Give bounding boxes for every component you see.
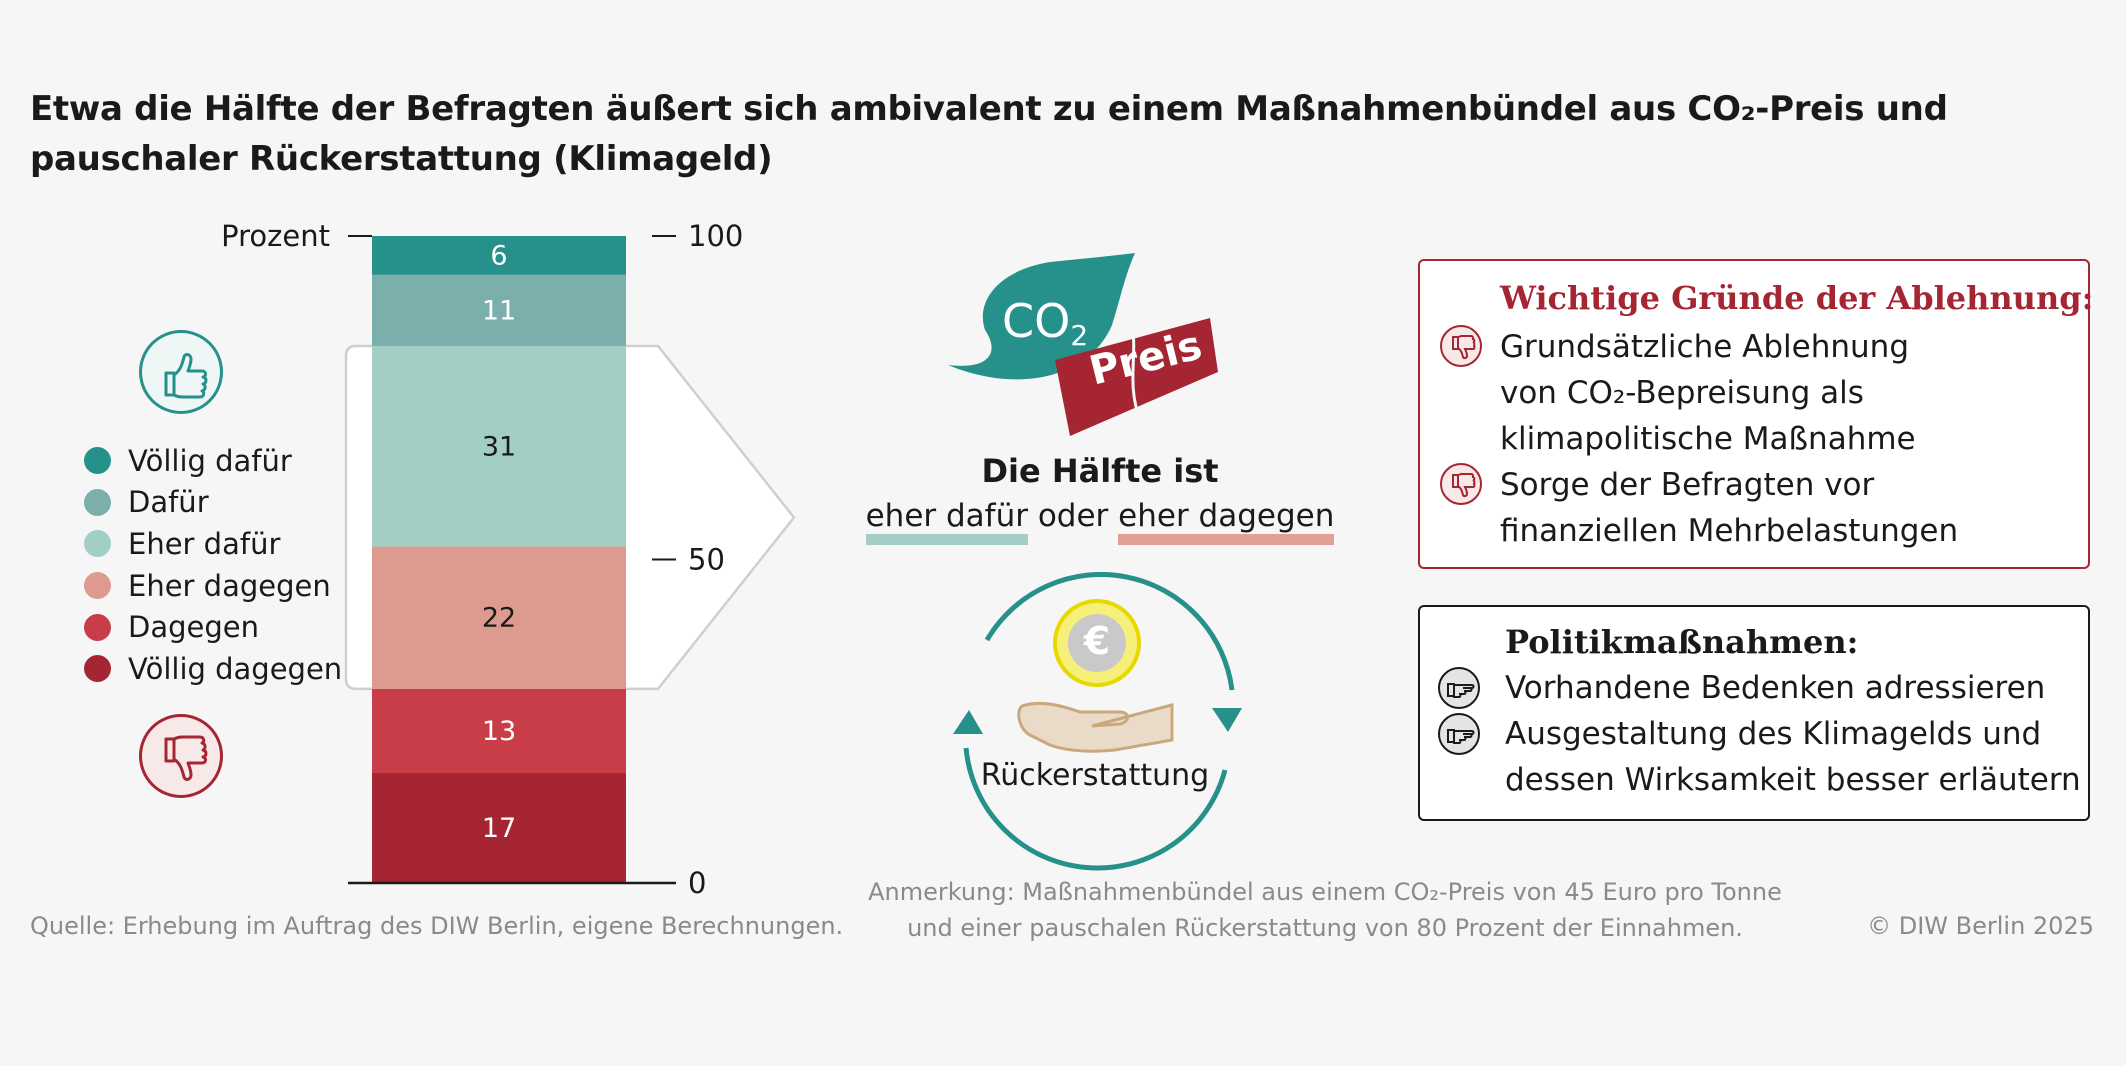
y-tick-label: 0 [688,866,706,900]
bar-value-label: 6 [490,240,507,271]
thumbs-down-icon [1440,463,1482,505]
pointing-hand-icon [1438,667,1480,709]
bar-segment-eher-dafür [372,345,626,547]
legend-swatch [84,488,111,516]
legend-item: Dafür [84,482,342,524]
legend-label: Eher dagegen [128,568,331,603]
thumbs-down-icon [1440,325,1482,367]
legend-label: Dagegen [128,610,259,645]
reason-1: Grundsätzliche Ablehnung von CO₂-Bepreis… [1500,329,1916,457]
legend-swatch [84,530,111,558]
bar-value-label: 17 [482,813,516,844]
source-note: Quelle: Erhebung im Auftrag des DIW Berl… [30,912,844,940]
legend-label: Völlig dagegen [128,651,343,686]
reasons-heading: Wichtige Gründe der Ablehnung: [1500,279,2094,317]
rueckerstattung-label: Rückerstattung [980,758,1210,793]
legend-swatch [84,655,111,683]
y-tick-label: 100 [688,219,743,253]
bar-segment-dagegen [372,688,626,774]
bar-segment-völlig-dafür [372,236,626,275]
reasons-box: Wichtige Gründe der Ablehnung: Grundsätz… [1418,259,2094,569]
legend-label: Eher dafür [128,526,281,561]
against-label: eher dagegen [1118,498,1335,545]
legend-item: Eher dafür [84,523,342,565]
bar-value-label: 11 [482,295,516,326]
legend-swatch [84,447,111,475]
copyright: © DIW Berlin 2025 [1867,912,2094,940]
legend-item: Dagegen [84,606,342,648]
bar-group: 17 13 22 31 11 6 [344,236,796,883]
thumbs-down-icon [139,714,223,798]
chart-title: Etwa die Hälfte der Befragten äußert sic… [30,89,1948,179]
euro-symbol: € [1083,619,1111,663]
legend-label: Dafür [128,485,209,520]
thumbs-up-icon [139,330,223,414]
legend-item: Völlig dafür [84,440,342,482]
bar-value-label: 22 [482,603,516,634]
legend-item: Völlig dagegen [84,648,342,690]
legend-swatch [84,613,111,641]
bar-segment-dafür [372,274,626,346]
axis-group: 0 50 100 Prozent [221,219,743,900]
annotation-note: Anmerkung: Maßnahmenbündel aus einem CO₂… [868,878,1782,942]
y-tick-label: 50 [688,543,725,577]
pointing-hand-icon [1438,713,1480,755]
legend-item: Eher dagegen [84,565,342,607]
legend-label: Völlig dafür [128,443,292,478]
bar-value-label: 31 [482,431,516,462]
reason-2: Sorge der Befragten vor finanziellen Meh… [1500,467,1959,549]
policy-heading: Politikmaßnahmen: [1505,623,1859,661]
for-label: eher dafür [865,498,1028,545]
policy-box: Politikmaßnahmen: Vorhandene Bedenken ad… [1418,605,2090,821]
legend-swatch [84,572,111,600]
bar-value-label: 13 [482,716,516,747]
policy-1: Vorhandene Bedenken adressieren [1505,670,2046,706]
bar-segment-eher-dagegen [372,546,626,689]
policy-2: Ausgestaltung des Klimageld­s und dessen… [1505,716,2081,798]
halfte-title: Die Hälfte ist [981,452,1219,490]
bar-segment-völlig-dagegen [372,773,626,883]
co2-label: CO2 [1002,294,1089,352]
halfte-subtitle: eher dafür oder eher dagegen [840,498,1360,545]
legend: Völlig dafür Dafür Eher dafür Eher dagegen D… [84,440,342,690]
y-axis-label: Prozent [221,219,330,253]
